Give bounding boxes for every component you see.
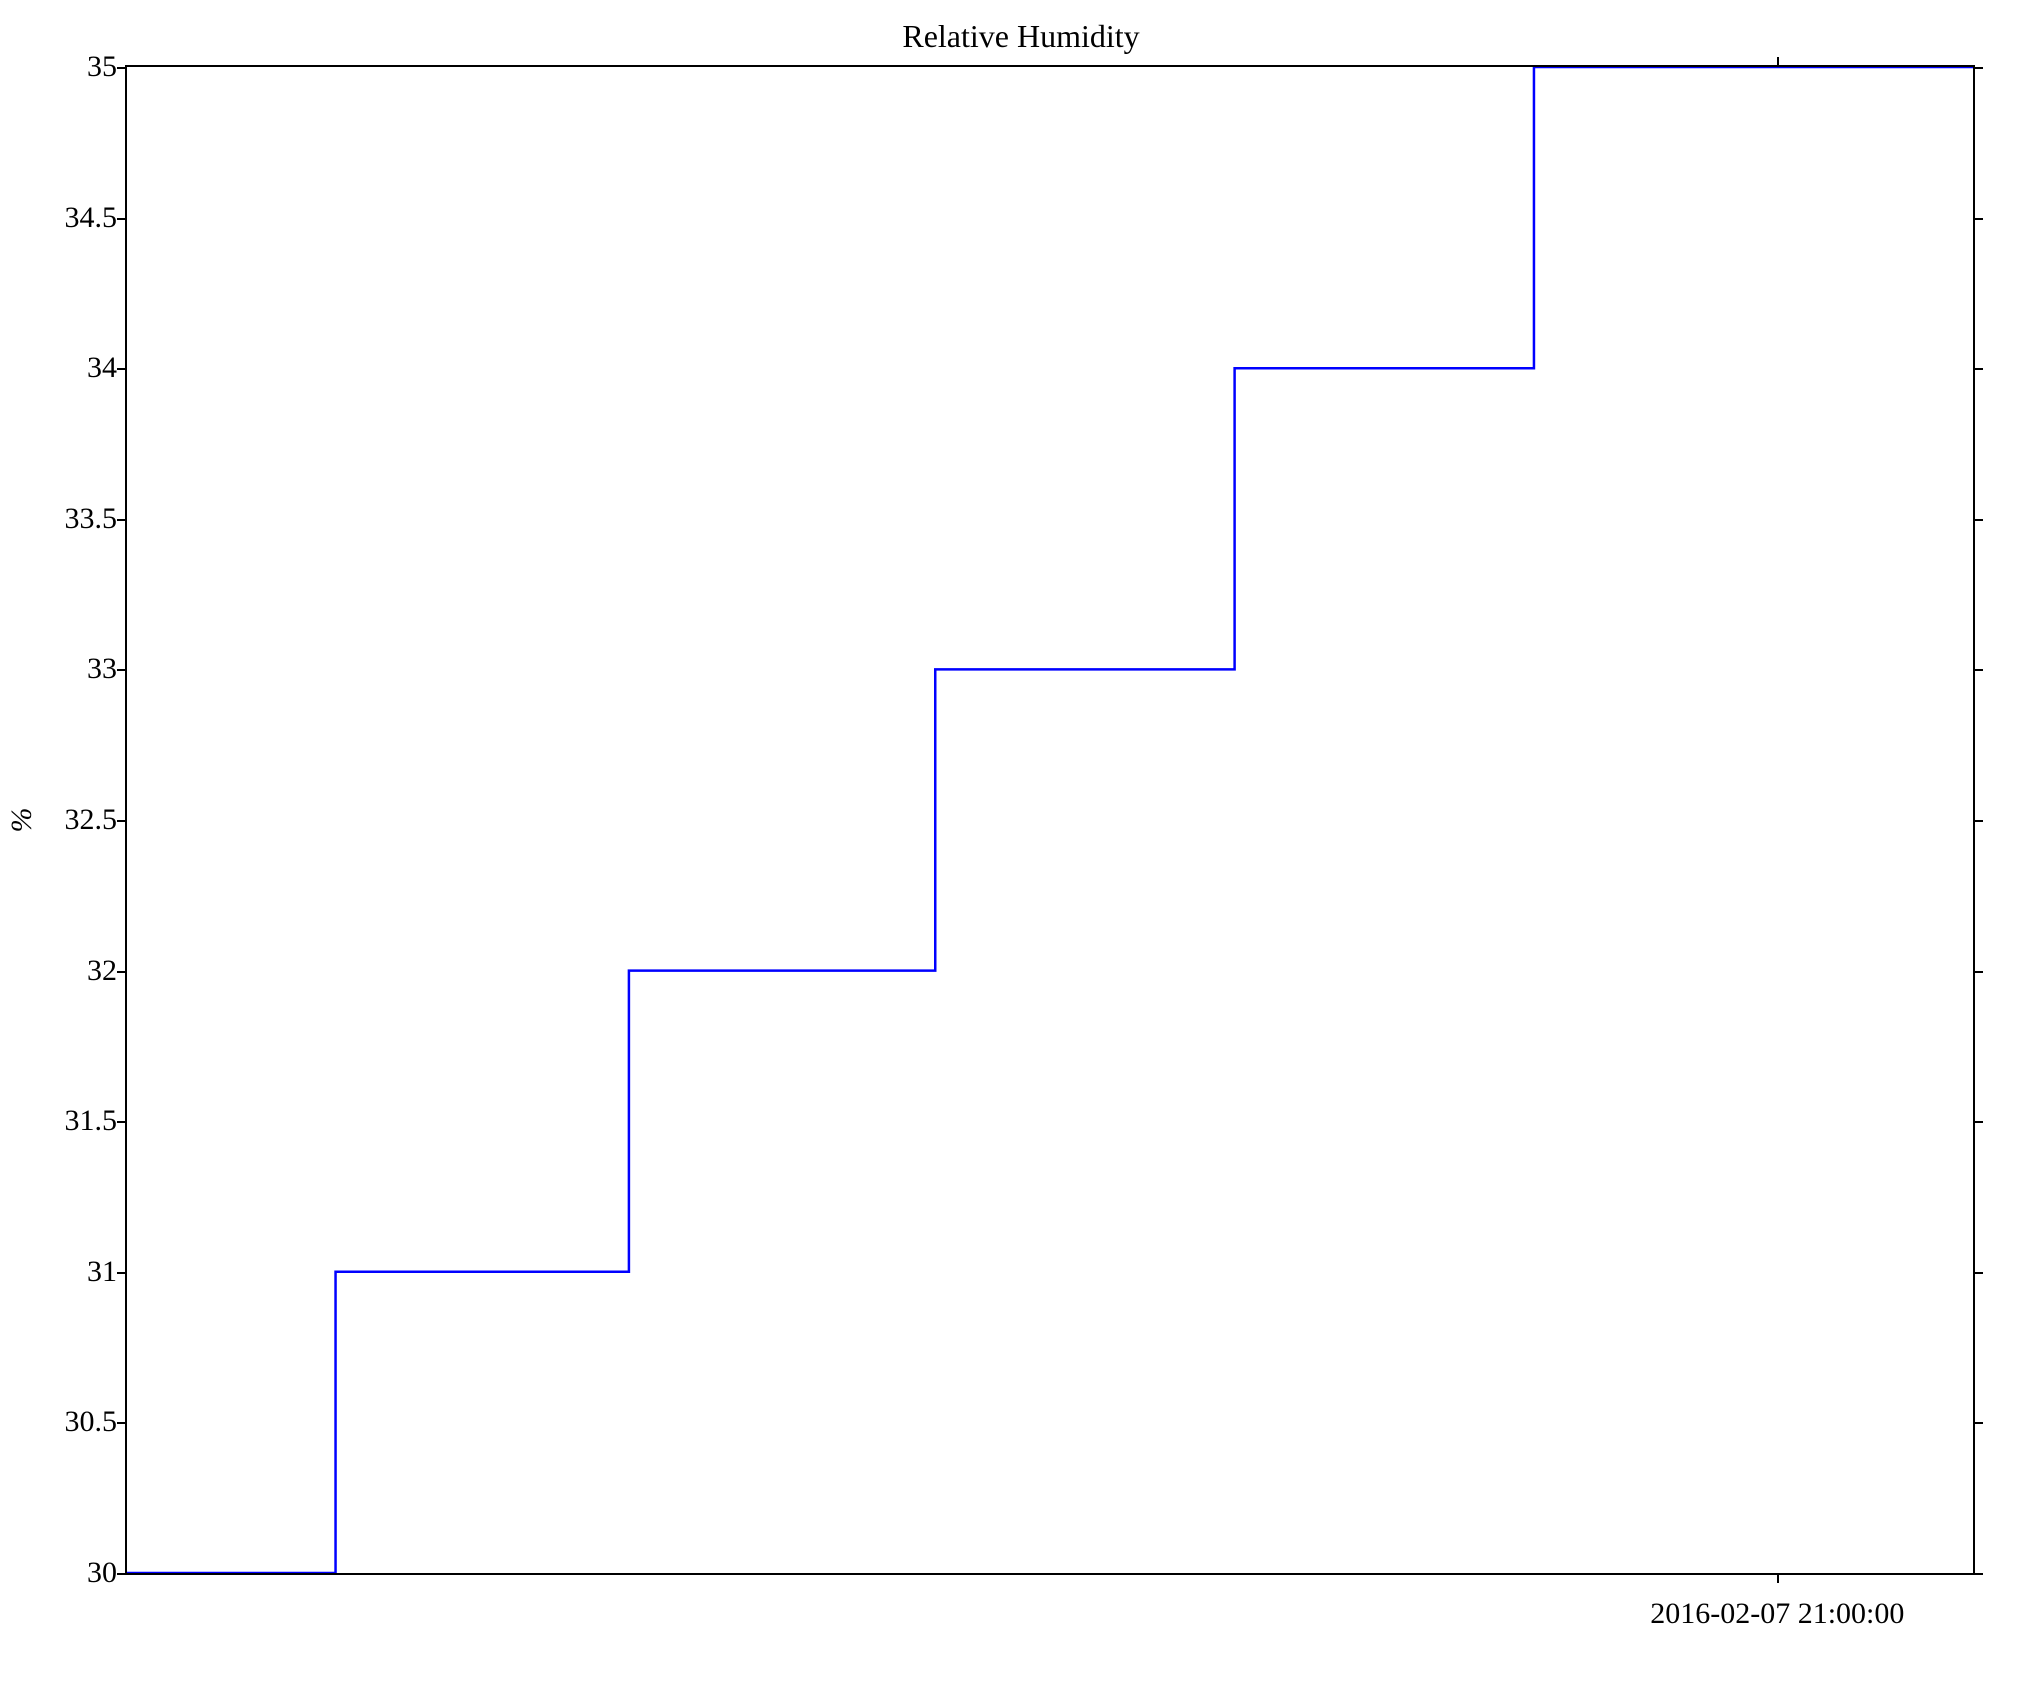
y-tick-label-31-5: 31.5: [57, 1104, 117, 1138]
y-tick-right-31: [1973, 1272, 1983, 1274]
y-tick-label-31: 31: [57, 1255, 117, 1289]
y-tick-right-33-5: [1973, 519, 1983, 521]
y-tick-label-30-5: 30.5: [57, 1405, 117, 1439]
y-tick-right-34: [1973, 368, 1983, 370]
y-tick-35: [117, 67, 127, 69]
plot-area: % 35 34.5 34 33.5 33 32.5 32 31.5 31 30.…: [125, 65, 1975, 1575]
chart-title: Relative Humidity: [0, 18, 2042, 55]
y-tick-34-5: [117, 218, 127, 220]
humidity-step-line: [127, 67, 1973, 1573]
y-tick-32: [117, 971, 127, 973]
y-tick-right-30-5: [1973, 1422, 1983, 1424]
y-tick-label-33-5: 33.5: [57, 502, 117, 536]
y-tick-31: [117, 1272, 127, 1274]
y-tick-label-32-5: 32.5: [57, 803, 117, 837]
y-tick-label-33: 33: [57, 652, 117, 686]
x-tick-datetime-top: [1777, 57, 1779, 67]
y-tick-label-34-5: 34.5: [57, 201, 117, 235]
y-tick-label-32: 32: [57, 954, 117, 988]
y-tick-33: [117, 669, 127, 671]
y-tick-32-5: [117, 820, 127, 822]
y-tick-31-5: [117, 1121, 127, 1123]
y-tick-33-5: [117, 519, 127, 521]
y-tick-label-35: 35: [57, 50, 117, 84]
y-tick-label-30: 30: [57, 1556, 117, 1590]
y-tick-right-31-5: [1973, 1121, 1983, 1123]
y-tick-right-30: [1973, 1573, 1983, 1575]
humidity-polyline: [127, 67, 1973, 1573]
x-tick-datetime: [1777, 1573, 1779, 1583]
y-tick-right-35: [1973, 67, 1983, 69]
y-tick-right-33: [1973, 669, 1983, 671]
y-tick-right-32: [1973, 971, 1983, 973]
y-tick-right-32-5: [1973, 820, 1983, 822]
y-tick-34: [117, 368, 127, 370]
y-tick-30: [117, 1573, 127, 1575]
y-tick-right-34-5: [1973, 218, 1983, 220]
y-axis-label: %: [5, 800, 39, 840]
x-tick-label-datetime: 2016-02-07 21:00:00: [1650, 1597, 1904, 1631]
y-tick-label-34: 34: [57, 351, 117, 385]
y-tick-30-5: [117, 1422, 127, 1424]
chart-container: Relative Humidity % 35 34.5 34 33.5 33 3…: [0, 0, 2042, 1683]
